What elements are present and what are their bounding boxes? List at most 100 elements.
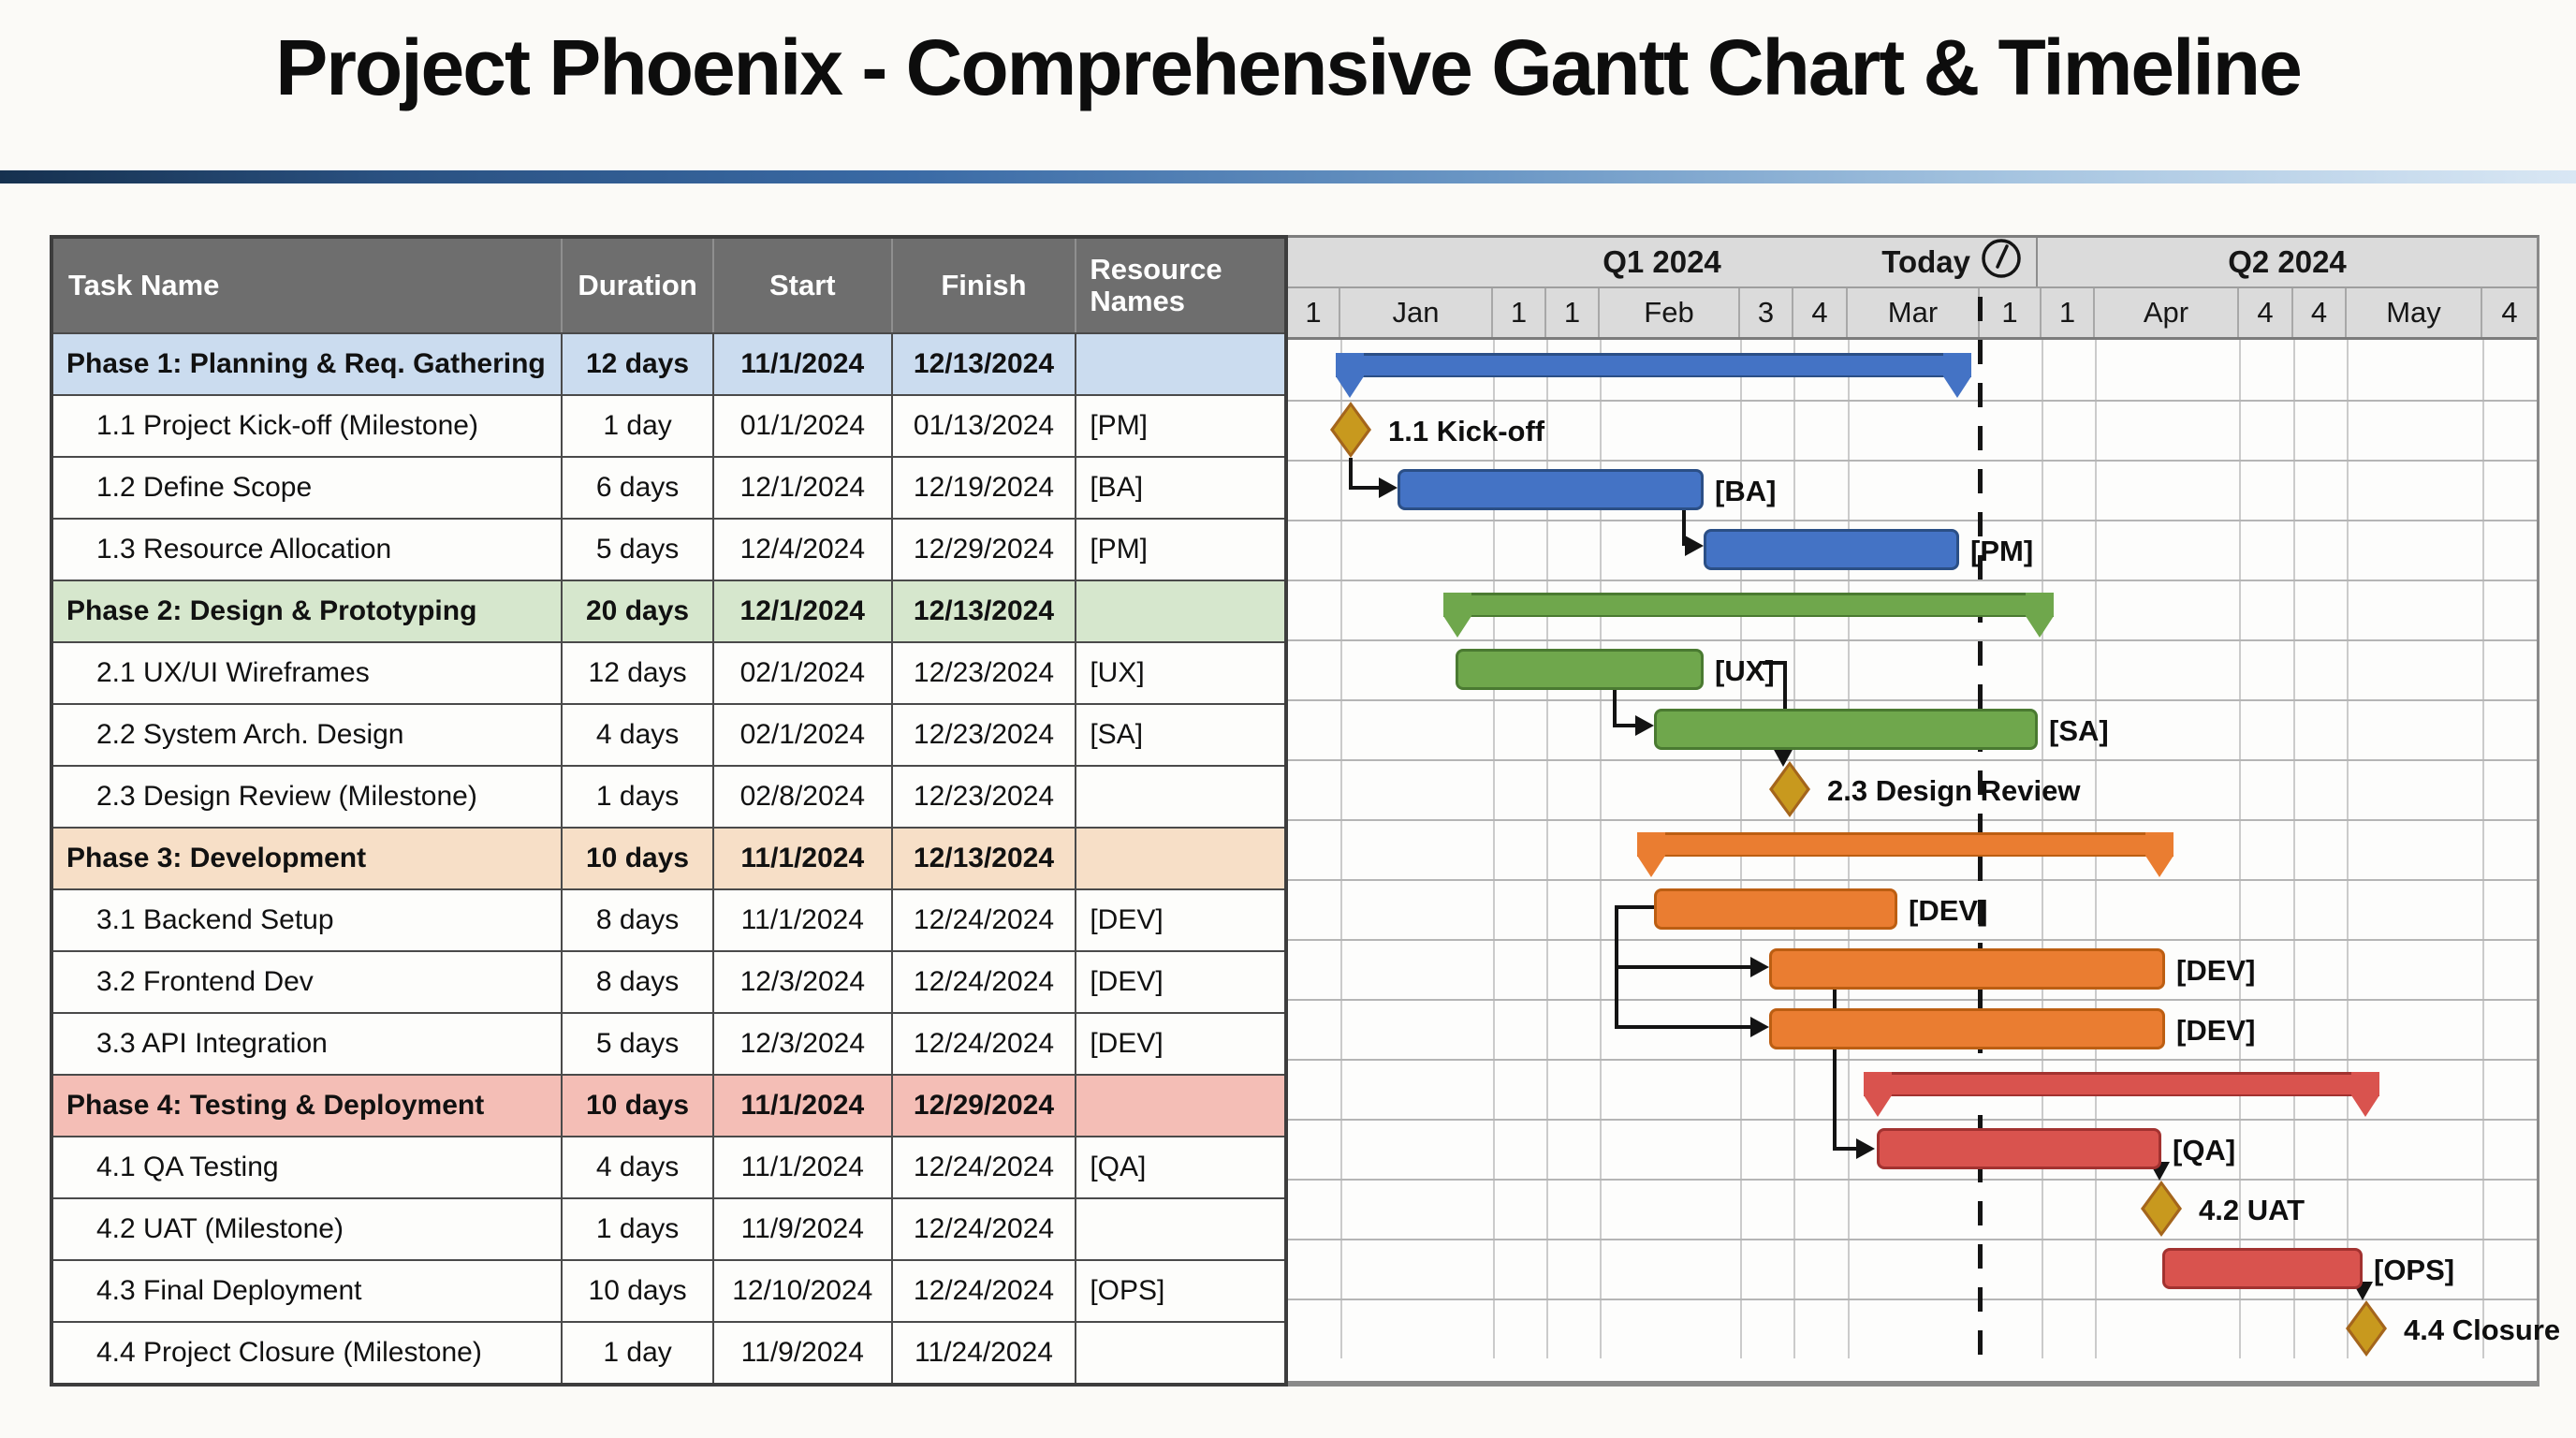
task-name-cell: 4.1 QA Testing [53, 1137, 564, 1197]
duration-cell: 8 days [563, 952, 714, 1012]
today-marker: Today [1881, 238, 2023, 286]
milestone-label: 1.1 Kick-off [1388, 415, 1545, 448]
table-row: 4.3 Final Deployment 10 days 12/10/2024 12/… [53, 1259, 1284, 1321]
dependency-connector [1833, 990, 1837, 1149]
table-row: 3.2 Frontend Dev 8 days 12/3/2024 12/24/202… [53, 950, 1284, 1012]
task-name-cell: 2.3 Design Review (Milestone) [53, 767, 564, 827]
grid-hline [1288, 400, 2537, 402]
grid-hline [1288, 939, 2537, 941]
task-bar [1456, 649, 1704, 690]
duration-cell: 5 days [563, 1014, 714, 1074]
table-row: 4.1 QA Testing 4 days 11/1/2024 12/24/2024 [… [53, 1136, 1284, 1197]
finish-cell: 12/24/2024 [893, 1261, 1077, 1321]
task-name-cell: 1.3 Resource Allocation [53, 520, 564, 580]
column-header-resource-names: Resource Names [1090, 252, 1222, 317]
milestone-diamond-icon [1769, 761, 1810, 817]
duration-cell: 1 day [563, 1323, 714, 1383]
task-name-cell: 2.1 UX/UI Wireframes [53, 643, 564, 703]
today-label: Today [1881, 244, 1970, 279]
summary-bar [1336, 353, 1971, 377]
duration-cell: 10 days [563, 1076, 714, 1136]
duration-cell: 12 days [563, 643, 714, 703]
finish-cell: 12/23/2024 [893, 767, 1077, 827]
table-row: 4.2 UAT (Milestone) 1 days 11/9/2024 12/24/… [53, 1197, 1284, 1259]
resource-cell: [PM] [1090, 534, 1149, 565]
dependency-connector [1349, 486, 1381, 490]
start-cell: 12/3/2024 [714, 1014, 893, 1074]
duration-cell: 4 days [563, 1137, 714, 1197]
month-cell: May [2347, 288, 2482, 337]
quarter-header-row: Q1 2024 Today Q2 2024 [1288, 238, 2537, 288]
resource-cell [1076, 1199, 1284, 1259]
grid-hline [1288, 819, 2537, 821]
resource-cell: [DEV] [1090, 904, 1164, 935]
bar-resource-label: [DEV] [2176, 954, 2256, 987]
grid-vline [1340, 340, 1342, 1358]
clock-icon [1980, 237, 2023, 287]
duration-cell: 12 days [563, 334, 714, 394]
start-cell: 12/3/2024 [714, 952, 893, 1012]
start-cell: 11/1/2024 [714, 890, 893, 950]
start-cell: 02/1/2024 [714, 643, 893, 703]
table-row: 1.3 Resource Allocation 5 days 12/4/2024 12… [53, 518, 1284, 580]
start-cell: 11/9/2024 [714, 1323, 893, 1383]
gantt-chart: Q1 2024 Today Q2 2024 1 Jan 1 1 Feb 3 4 Mar 1 1 Apr 4… [1288, 235, 2560, 1387]
resource-cell: [UX] [1090, 657, 1145, 688]
grid-hline [1288, 520, 2537, 521]
bar-resource-label: [DEV] [2176, 1014, 2256, 1047]
task-name-cell: 1.2 Define Scope [53, 458, 564, 518]
start-cell: 11/1/2024 [714, 334, 893, 394]
resource-cell: [BA] [1090, 472, 1144, 503]
duration-cell: 1 days [563, 767, 714, 827]
gantt-sheet: Task Name Duration Start Finish Resource Nam… [50, 235, 2560, 1387]
start-cell: 12/1/2024 [714, 458, 893, 518]
table-row: Phase 3: Development 10 days 11/1/2024 12/1… [53, 827, 1284, 888]
bar-resource-label: [UX] [1715, 654, 1775, 687]
task-name-cell: Phase 4: Testing & Deployment [53, 1076, 564, 1136]
finish-cell: 01/13/2024 [893, 396, 1077, 456]
table-row: Phase 1: Planning & Req. Gathering 12 day… [53, 332, 1284, 394]
start-cell: 11/1/2024 [714, 1076, 893, 1136]
start-cell: 02/8/2024 [714, 767, 893, 827]
finish-cell: 12/24/2024 [893, 1137, 1077, 1197]
grid-hline [1288, 1059, 2537, 1061]
month-cell: Apr [2095, 288, 2239, 337]
summary-bar-endcap [2351, 1072, 2379, 1117]
table-row: Phase 4: Testing & Deployment 10 days 11/1… [53, 1074, 1284, 1136]
title-divider [0, 170, 2576, 183]
task-name-cell: 1.1 Project Kick-off (Milestone) [53, 396, 564, 456]
month-cell: 1 [1546, 288, 1600, 337]
duration-cell: 1 day [563, 396, 714, 456]
grid-vline [1600, 340, 1602, 1358]
bar-resource-label: [QA] [2173, 1134, 2236, 1167]
table-header-row: Task Name Duration Start Finish Resource Nam… [53, 239, 1284, 332]
task-bar [1654, 709, 2038, 750]
summary-bar-endcap [1943, 353, 1971, 398]
task-name-cell: 4.3 Final Deployment [53, 1261, 564, 1321]
dependency-arrow-icon [1750, 1017, 1769, 1037]
grid-hline [1288, 460, 2537, 462]
milestone-diamond-fill [1773, 766, 1807, 813]
grid-hline [1288, 1299, 2537, 1300]
task-name-cell: 4.2 UAT (Milestone) [53, 1199, 564, 1259]
bar-resource-label: [PM] [1970, 535, 2034, 567]
duration-cell: 10 days [563, 1261, 714, 1321]
month-cell: 1 [1980, 288, 2042, 337]
task-bar [2162, 1248, 2363, 1289]
milestone-diamond-icon [1330, 402, 1371, 458]
finish-cell: 12/24/2024 [893, 890, 1077, 950]
duration-cell: 1 days [563, 1199, 714, 1259]
grid-hline [1288, 1179, 2537, 1181]
start-cell: 11/1/2024 [714, 1137, 893, 1197]
grid-hline [1288, 1119, 2537, 1121]
grid-hline [1288, 580, 2537, 581]
start-cell: 12/4/2024 [714, 520, 893, 580]
summary-bar-endcap [1637, 832, 1665, 877]
milestone-diamond-fill [2349, 1305, 2383, 1352]
month-cell: 4 [2239, 288, 2293, 337]
resource-cell: [OPS] [1090, 1275, 1165, 1306]
start-cell: 01/1/2024 [714, 396, 893, 456]
task-table: Task Name Duration Start Finish Resource Nam… [50, 235, 1288, 1387]
milestone-label: 2.3 Design Review [1827, 774, 2081, 807]
